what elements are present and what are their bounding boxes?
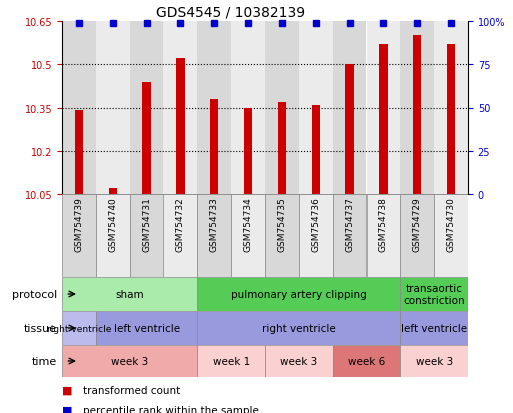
Bar (400, 22, 434, 195)
Text: GSM754732: GSM754732 (176, 197, 185, 252)
Bar (62, 345, 198, 377)
Text: GSM754731: GSM754731 (142, 197, 151, 252)
Text: GSM754729: GSM754729 (413, 197, 422, 252)
Bar (142, 82, 151, 195)
Bar (299, 195, 332, 277)
Bar (366, 195, 400, 277)
Text: time: time (32, 356, 57, 366)
Bar (244, 108, 252, 195)
Text: GSM754736: GSM754736 (311, 197, 320, 252)
Text: right ventricle: right ventricle (262, 323, 336, 333)
Bar (62, 195, 96, 277)
Bar (265, 22, 299, 195)
Bar (130, 22, 164, 195)
Text: transaortic
constriction: transaortic constriction (403, 283, 465, 305)
Bar (198, 311, 400, 345)
Text: tissue: tissue (24, 323, 57, 333)
Bar (130, 195, 164, 277)
Text: GDS4545 / 10382139: GDS4545 / 10382139 (156, 5, 305, 19)
Text: left ventricle: left ventricle (113, 323, 180, 333)
Text: transformed count: transformed count (83, 385, 180, 395)
Bar (198, 345, 265, 377)
Text: GSM754740: GSM754740 (108, 197, 117, 252)
Bar (434, 195, 468, 277)
Text: GSM754733: GSM754733 (210, 197, 219, 252)
Bar (265, 195, 299, 277)
Bar (299, 22, 332, 195)
Bar (231, 195, 265, 277)
Text: week 3: week 3 (416, 356, 453, 366)
Bar (210, 100, 219, 195)
Text: week 6: week 6 (348, 356, 385, 366)
Text: week 3: week 3 (280, 356, 318, 366)
Bar (231, 22, 265, 195)
Bar (198, 22, 231, 195)
Bar (96, 22, 130, 195)
Bar (198, 195, 231, 277)
Bar (332, 22, 366, 195)
Bar (311, 105, 320, 195)
Bar (400, 311, 468, 345)
Bar (164, 195, 198, 277)
Bar (434, 22, 468, 195)
Bar (265, 345, 332, 377)
Text: protocol: protocol (12, 289, 57, 299)
Bar (62, 311, 96, 345)
Text: GSM754739: GSM754739 (74, 197, 84, 252)
Bar (332, 345, 400, 377)
Bar (379, 45, 388, 195)
Bar (96, 195, 130, 277)
Text: sham: sham (115, 289, 144, 299)
Text: GSM754734: GSM754734 (244, 197, 252, 252)
Text: ■: ■ (62, 405, 72, 413)
Bar (400, 195, 434, 277)
Bar (400, 277, 468, 311)
Bar (332, 195, 366, 277)
Text: pulmonary artery clipping: pulmonary artery clipping (231, 289, 367, 299)
Text: left ventricle: left ventricle (401, 323, 467, 333)
Bar (176, 59, 185, 195)
Bar (62, 277, 198, 311)
Bar (278, 102, 286, 195)
Text: GSM754737: GSM754737 (345, 197, 354, 252)
Bar (109, 189, 117, 195)
Text: percentile rank within the sample: percentile rank within the sample (83, 405, 259, 413)
Text: GSM754738: GSM754738 (379, 197, 388, 252)
Bar (96, 311, 198, 345)
Text: GSM754735: GSM754735 (278, 197, 286, 252)
Bar (75, 111, 83, 195)
Bar (447, 45, 456, 195)
Text: week 1: week 1 (212, 356, 250, 366)
Text: GSM754730: GSM754730 (447, 197, 456, 252)
Bar (62, 22, 96, 195)
Bar (164, 22, 198, 195)
Bar (400, 345, 468, 377)
Bar (413, 36, 422, 195)
Text: right ventricle: right ventricle (47, 324, 111, 333)
Text: week 3: week 3 (111, 356, 148, 366)
Bar (366, 22, 400, 195)
Bar (198, 277, 400, 311)
Text: ■: ■ (62, 385, 72, 395)
Bar (345, 65, 354, 195)
